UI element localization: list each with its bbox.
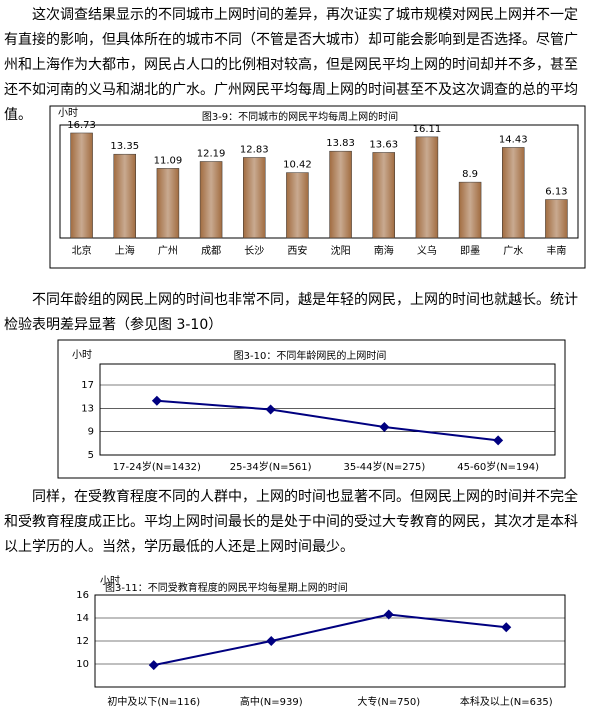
bar — [70, 132, 93, 239]
y-axis-label: 小时 — [58, 107, 78, 119]
marker — [379, 422, 390, 432]
paragraph: 这次调查结果显示的不同城市上网时间的差异，再次证实了城市规模对网民上网并不一定有… — [4, 7, 578, 123]
paragraph: 不同年龄组的网民上网的时间也非常不同，越是年轻的网民，上网的时间也就越长。统计检… — [4, 292, 578, 333]
value-label: 10.42 — [283, 160, 312, 171]
x-tick-label: 沈阳 — [331, 244, 351, 257]
x-tick-label: 高中(N=939) — [240, 695, 303, 708]
value-label: 6.13 — [545, 187, 567, 198]
x-tick-label: 即墨 — [460, 245, 480, 257]
chart-title: 图3-11：不同受教育程度的网民平均每星期上网的时间 — [105, 581, 348, 594]
y-tick-label: 16 — [76, 590, 89, 601]
y-axis-label: 小时 — [72, 349, 92, 361]
x-tick-label: 45-60岁(N=194) — [457, 460, 539, 473]
x-tick-label: 义乌 — [417, 244, 437, 257]
bar — [199, 161, 223, 239]
value-label: 14.43 — [499, 134, 528, 145]
value-label: 13.35 — [110, 141, 139, 152]
x-tick-label: 初中及以下(N=116) — [107, 695, 200, 708]
marker — [265, 404, 276, 415]
value-label: 16.73 — [67, 120, 96, 131]
value-label: 13.83 — [326, 138, 355, 149]
marker — [501, 622, 512, 633]
x-tick-label: 南海 — [374, 244, 394, 257]
line — [156, 399, 499, 442]
value-label: 8.9 — [462, 169, 478, 180]
chart-title: 图3-9：不同城市的网民平均每周上网的时间 — [202, 110, 398, 123]
y-tick-label: 14 — [76, 613, 89, 624]
marker — [383, 609, 394, 620]
value-label: 13.63 — [369, 139, 398, 150]
y-axis-label: 小时 — [100, 575, 120, 587]
y-tick-label: 10 — [76, 659, 89, 670]
paragraph: 同样，在受教育程度不同的人群中，上网的时间也显著不同。但网民上网的时间并不完全和… — [4, 489, 578, 555]
marker — [493, 435, 504, 446]
bar — [243, 157, 266, 239]
y-tick-label: 12 — [76, 636, 89, 647]
y-tick-label: 5 — [88, 450, 94, 461]
x-tick-label: 长沙 — [244, 245, 264, 257]
marker — [151, 395, 162, 406]
bar — [286, 172, 309, 239]
x-tick-label: 丰南 — [546, 244, 566, 257]
plot-area — [59, 124, 579, 239]
bar — [415, 136, 439, 239]
value-label: 12.19 — [197, 148, 226, 159]
chart-title: 图3-10：不同年龄网民的上网时间 — [234, 349, 387, 362]
marker — [266, 636, 277, 646]
plot-area — [99, 363, 556, 456]
x-tick-label: 北京 — [72, 244, 92, 257]
chart-frame — [57, 339, 566, 479]
chart-frame — [49, 105, 586, 269]
x-tick-label: 广水 — [503, 245, 523, 257]
value-label: 12.83 — [240, 144, 269, 155]
bar — [113, 153, 136, 239]
bar — [502, 147, 525, 239]
value-label: 11.09 — [154, 155, 183, 166]
x-tick-label: 上海 — [115, 244, 135, 257]
bar — [545, 199, 568, 239]
x-tick-label: 广州 — [158, 245, 178, 257]
y-tick-label: 13 — [81, 403, 94, 414]
x-tick-label: 西安 — [287, 244, 307, 257]
x-tick-label: 成都 — [201, 245, 221, 257]
x-tick-label: 17-24岁(N=1432) — [113, 460, 201, 473]
x-tick-label: 本科及以上(N=635) — [460, 695, 553, 708]
marker — [148, 660, 159, 671]
y-tick-label: 17 — [81, 380, 94, 391]
bar — [329, 150, 352, 239]
bar — [372, 152, 395, 239]
x-tick-label: 35-44岁(N=275) — [343, 460, 425, 473]
bar — [156, 168, 180, 239]
y-tick-label: 9 — [88, 427, 94, 438]
line — [153, 613, 507, 667]
bar — [458, 181, 482, 239]
x-tick-label: 大专(N=750) — [357, 695, 420, 708]
value-label: 16.11 — [413, 124, 442, 135]
x-tick-label: 25-34岁(N=561) — [230, 460, 312, 473]
